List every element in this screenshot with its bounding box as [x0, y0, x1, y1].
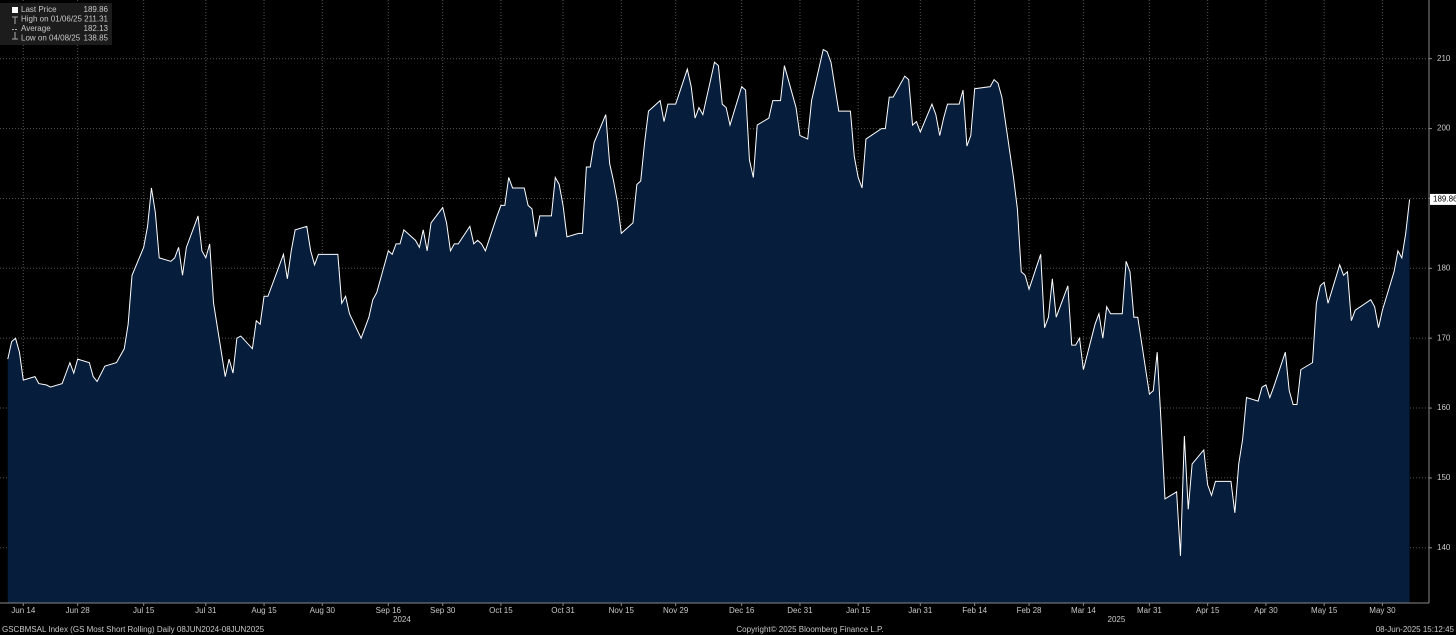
legend-box — [0, 3, 112, 45]
y-tick-label: 210 — [1437, 54, 1451, 63]
y-tick-label: 180 — [1437, 263, 1451, 272]
x-tick-label: Jul 31 — [195, 606, 217, 615]
x-tick-label: Jun 14 — [11, 606, 36, 615]
x-tick-label: Jan 31 — [908, 606, 933, 615]
price-line — [7, 48, 1411, 556]
legend-value: 182.13 — [84, 24, 109, 33]
y-tick-label: 200 — [1437, 124, 1451, 133]
legend-label: Low on 04/08/25 — [21, 34, 81, 43]
x-tick-label: Dec 16 — [729, 606, 755, 615]
x-tick-label: May 15 — [1311, 606, 1338, 615]
x-tick-label: Apr 15 — [1196, 606, 1220, 615]
x-tick-label: Nov 15 — [609, 606, 635, 615]
x-tick-label: Jun 28 — [66, 606, 91, 615]
x-tick-label: Apr 30 — [1254, 606, 1278, 615]
x-tick-label: Feb 14 — [962, 606, 987, 615]
x-tick-label: Mar 31 — [1137, 606, 1162, 615]
x-tick-label: Nov 29 — [663, 606, 689, 615]
year-label: 2024 — [393, 615, 411, 624]
y-tick-label: 160 — [1437, 403, 1451, 412]
x-tick-label: May 30 — [1369, 606, 1396, 615]
x-tick-label: Sep 16 — [376, 606, 402, 615]
year-label: 2025 — [1108, 615, 1126, 624]
footer-center: Copyright© 2025 Bloomberg Finance L.P. — [736, 625, 883, 634]
x-tick-label: Aug 15 — [251, 606, 277, 615]
x-tick-label: Oct 31 — [551, 606, 575, 615]
legend-value: 138.85 — [84, 34, 109, 43]
x-tick-label: Jul 15 — [133, 606, 155, 615]
legend-icon — [12, 7, 18, 13]
legend-icon — [12, 16, 18, 24]
x-tick-label: Feb 28 — [1017, 606, 1042, 615]
legend-label: High on 01/06/25 — [21, 15, 82, 24]
x-tick-label: Aug 30 — [310, 606, 336, 615]
legend-value: 189.86 — [84, 5, 109, 14]
y-tick-label: 170 — [1437, 333, 1451, 342]
last-price-tag — [1430, 193, 1456, 205]
x-tick-label: Dec 31 — [787, 606, 813, 615]
y-tick-label: 140 — [1437, 543, 1451, 552]
footer-left: GSCBMSAL Index (GS Most Short Rolling) D… — [2, 625, 265, 634]
legend-icon — [12, 32, 18, 40]
x-tick-label: Mar 14 — [1071, 606, 1096, 615]
x-tick-label: Sep 30 — [430, 606, 456, 615]
plot — [7, 48, 1411, 604]
legend-value: 211.31 — [84, 15, 108, 24]
x-tick-label: Oct 15 — [489, 606, 513, 615]
legend-label: Last Price — [21, 5, 57, 14]
last-price-label: 189.86 — [1433, 195, 1456, 204]
x-tick-label: Jan 15 — [846, 606, 871, 615]
legend-label: Average — [21, 24, 51, 33]
area-fill — [7, 49, 1410, 604]
footer-right: 08-Jun-2025 15:12:45 — [1376, 625, 1455, 634]
y-tick-label: 150 — [1437, 473, 1451, 482]
